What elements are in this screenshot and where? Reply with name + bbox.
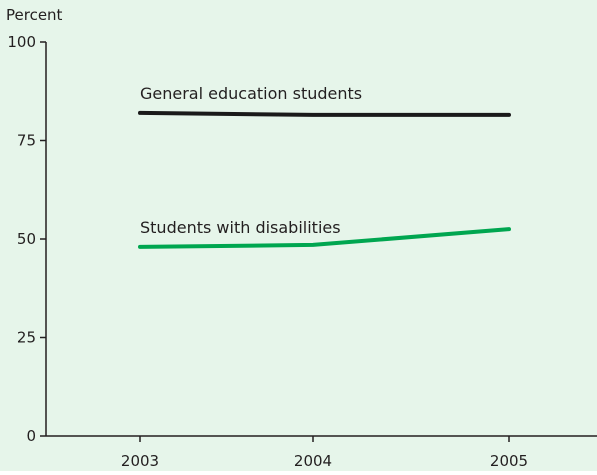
y-axis-label: Percent [6,6,63,24]
y-tick-label: 50 [17,230,36,248]
y-tick-label: 100 [7,33,36,51]
y-tick-label: 75 [17,132,36,150]
series-label: General education students [140,84,362,103]
x-tick-label: 2005 [490,452,528,470]
series-line-general-education [140,113,509,115]
series-label: Students with disabilities [140,218,341,237]
x-tick-label: 2004 [294,452,332,470]
y-tick-label: 25 [17,329,36,347]
y-tick-label: 0 [26,427,36,445]
x-tick-label: 2003 [121,452,159,470]
